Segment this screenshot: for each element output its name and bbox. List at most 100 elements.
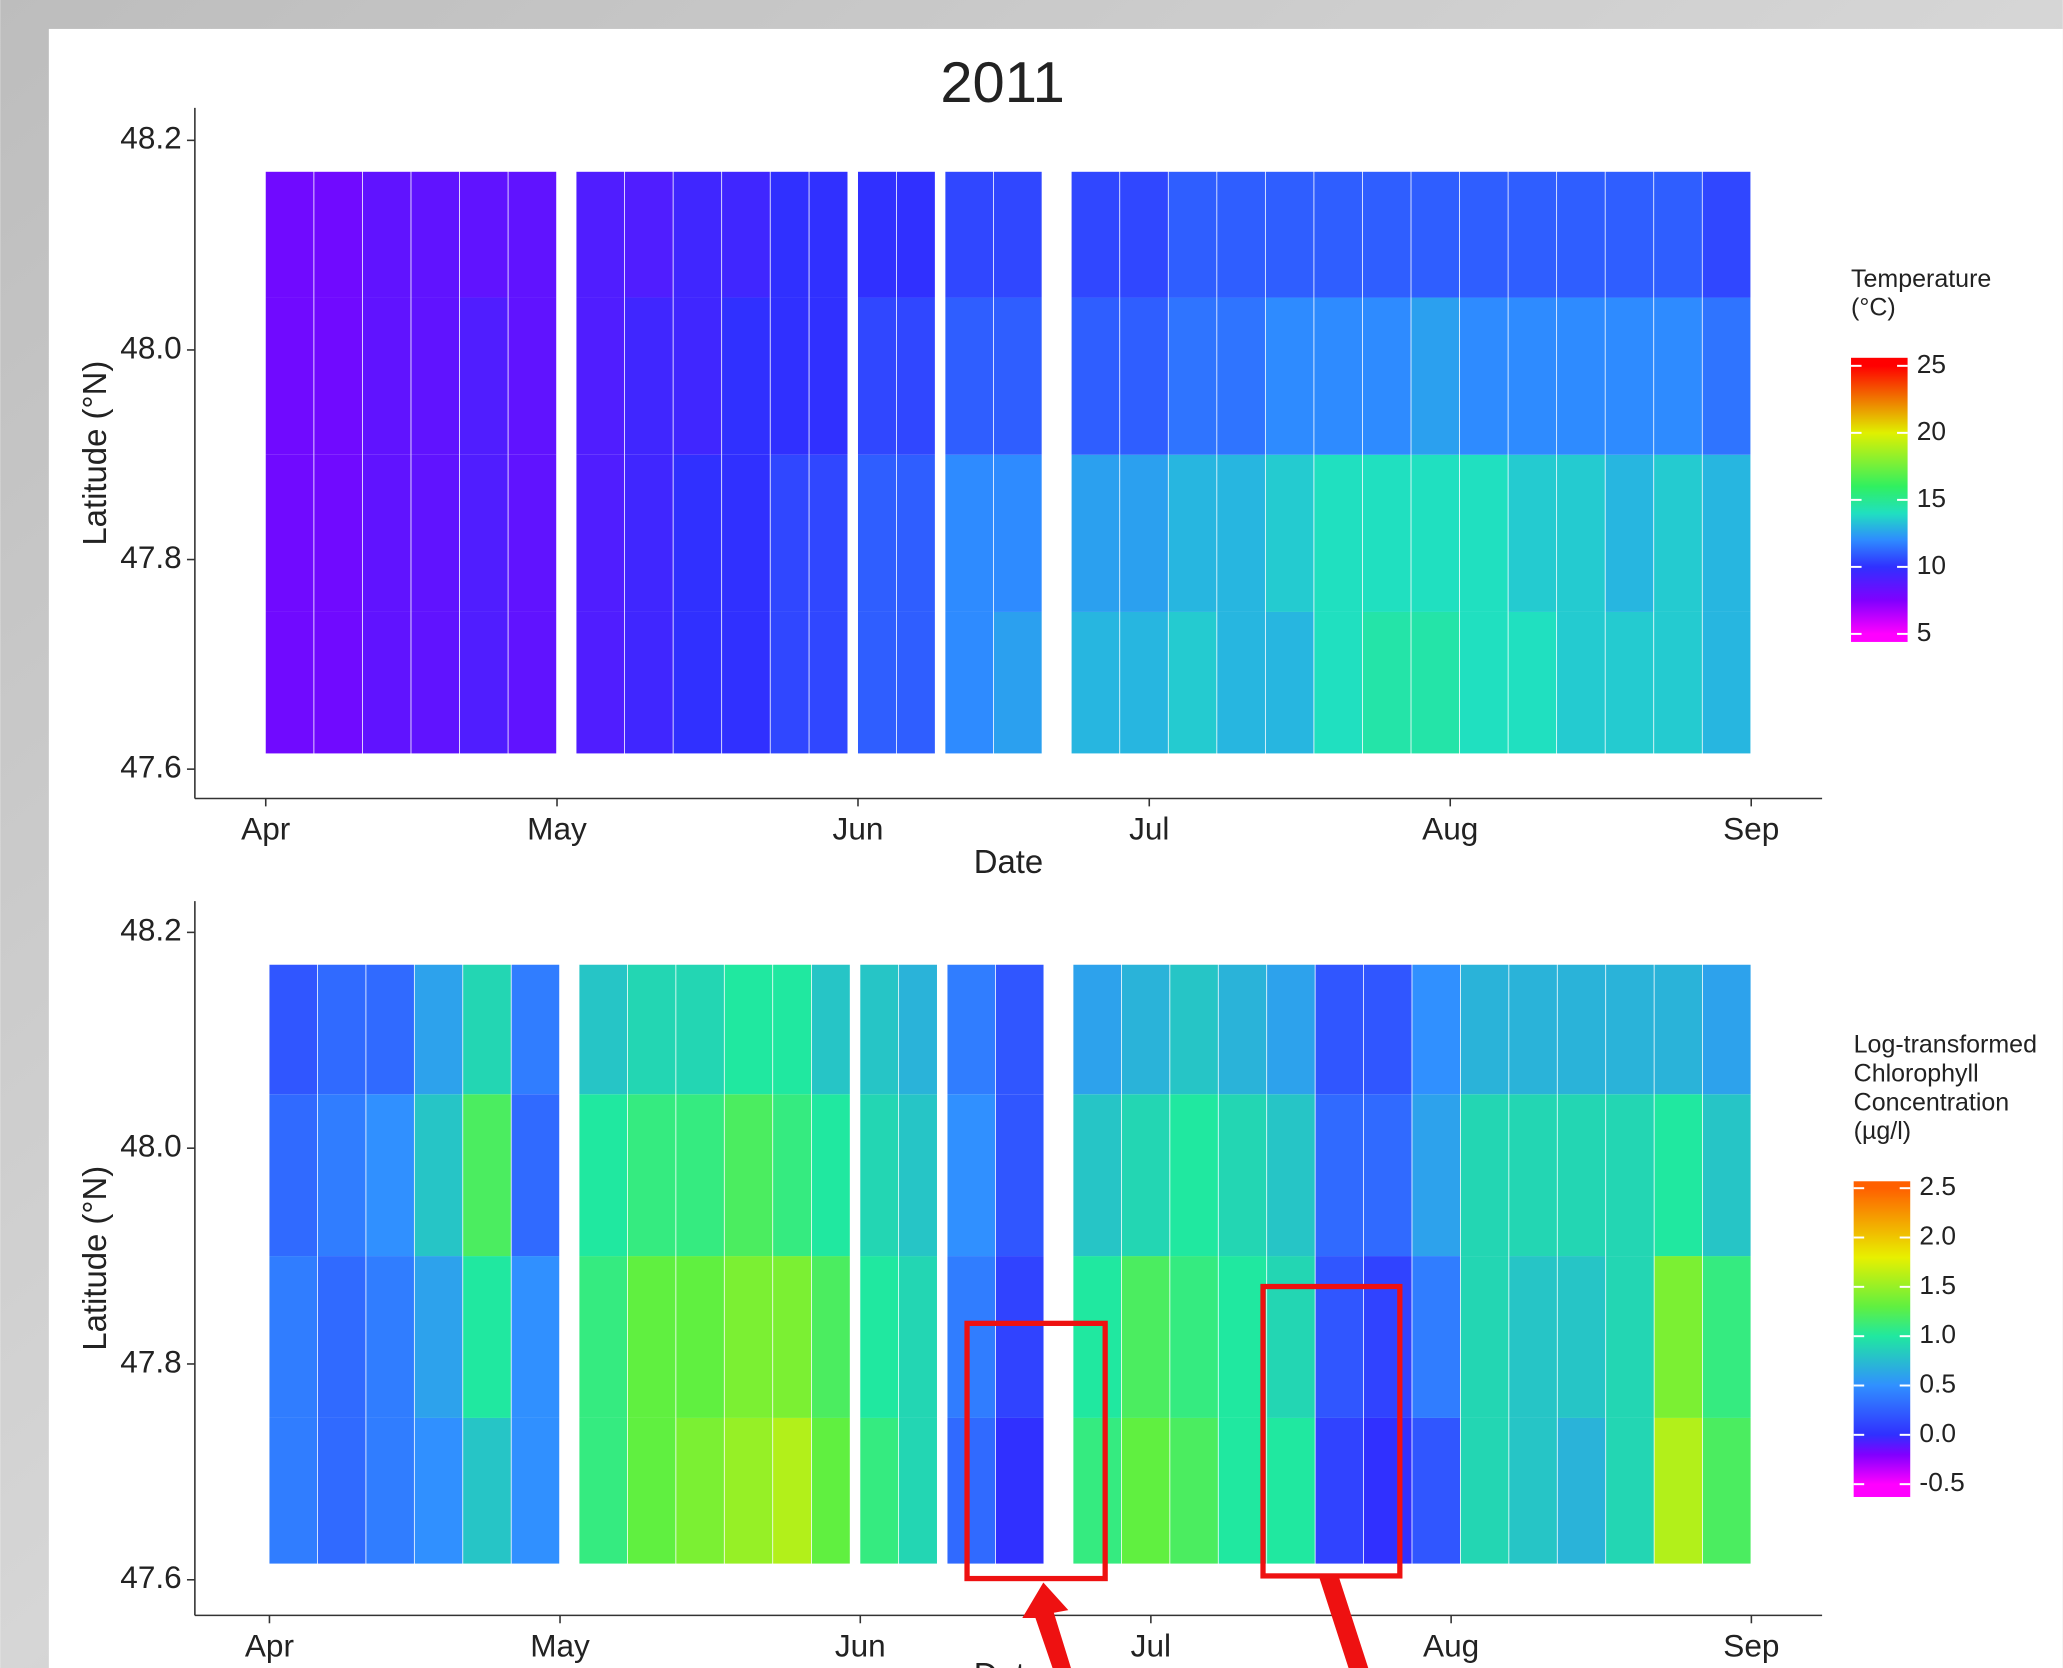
heatmap-cell [1703, 455, 1751, 612]
colorbar-tick-label: -0.5 [1919, 1467, 1964, 1497]
heatmap-cell [1411, 298, 1459, 455]
heatmap-cell [674, 612, 722, 753]
heatmap-cell [363, 455, 411, 612]
heatmap-cell [773, 1256, 811, 1418]
heatmap-cell [996, 965, 1044, 1094]
heatmap-cell [314, 298, 362, 455]
heatmap-cell [773, 1094, 811, 1256]
heatmap-cell [897, 612, 935, 753]
chart: 2011 47.647.848.048.2AprMayJunJulAugSepD… [0, 0, 2063, 1668]
heatmap-cell [1461, 1418, 1509, 1564]
heatmap-cell [1703, 1094, 1751, 1256]
heatmap-cell [1120, 172, 1168, 298]
x-tick-label: Aug [1422, 811, 1478, 847]
heatmap-cell [1072, 455, 1120, 612]
heatmap-cell [266, 172, 314, 298]
heatmap-cell [1654, 172, 1702, 298]
heatmap-cell [1266, 612, 1314, 753]
heatmap-cell [625, 172, 673, 298]
x-axis-label: Date [974, 843, 1043, 880]
x-tick-label: May [527, 811, 587, 847]
heatmap-cell [269, 1418, 317, 1564]
heatmap-cell [1703, 172, 1751, 298]
heatmap-cell [1217, 612, 1265, 753]
heatmap-cell [771, 612, 809, 753]
x-tick-label: Jul [1129, 811, 1169, 847]
heatmap-cell [1508, 455, 1556, 612]
heatmap-cell [1460, 298, 1508, 455]
heatmap-cell [366, 965, 414, 1094]
heatmap-cell [460, 455, 508, 612]
x-tick-label: Jul [1131, 1628, 1171, 1664]
heatmap-cell [676, 1094, 724, 1256]
heatmap-cells [266, 172, 1751, 754]
heatmap-cell [579, 1418, 627, 1564]
heatmap-cell [579, 965, 627, 1094]
heatmap-cell [947, 1094, 995, 1256]
heatmap-cell [1363, 172, 1411, 298]
heatmap-cell [773, 965, 811, 1094]
heatmap-cell [363, 612, 411, 753]
heatmap-cell [1267, 965, 1315, 1094]
heatmap-cell [674, 298, 722, 455]
heatmap-cell [508, 298, 556, 455]
heatmap-cell [1606, 1418, 1654, 1564]
heatmap-cell [674, 172, 722, 298]
heatmap-cell [996, 1094, 1044, 1256]
heatmap-cell [1073, 1094, 1121, 1256]
heatmap-cell [1461, 965, 1509, 1094]
heatmap-cell [415, 1418, 463, 1564]
heatmap-cell [1412, 1418, 1460, 1564]
heatmap-cell [1364, 1256, 1412, 1418]
heatmap-cell [1314, 298, 1362, 455]
heatmap-cell [1169, 612, 1217, 753]
heatmap-cell [676, 965, 724, 1094]
heatmap-cell [676, 1418, 724, 1564]
heatmap-cell [1267, 1094, 1315, 1256]
heatmap-cell [318, 1418, 366, 1564]
heatmap-cell [1219, 1256, 1267, 1418]
heatmap-cell [366, 1094, 414, 1256]
y-tick-label: 48.2 [120, 912, 181, 948]
heatmap-cell [773, 1418, 811, 1564]
heatmap-cell [1412, 1256, 1460, 1418]
heatmap-cell [1169, 298, 1217, 455]
heatmap-cell [415, 965, 463, 1094]
heatmap-cell [1508, 172, 1556, 298]
heatmap-cell [1363, 455, 1411, 612]
heatmap-cell [1266, 455, 1314, 612]
heatmap-cell [1655, 965, 1703, 1094]
heatmap-cell [994, 298, 1042, 455]
colorbar-tick-label: 5 [1917, 617, 1932, 647]
heatmap-cell [269, 1094, 317, 1256]
heatmap-cell [1073, 965, 1121, 1094]
heatmap-cell [812, 965, 850, 1094]
heatmap-cell [1557, 298, 1605, 455]
heatmap-cell [1703, 298, 1751, 455]
colorbar-tick-label: 25 [1917, 349, 1946, 379]
heatmap-cell [1120, 298, 1168, 455]
colorbar-tick-label: 15 [1917, 483, 1946, 513]
heatmap-cell [463, 1256, 511, 1418]
heatmap-cell [1558, 1256, 1606, 1418]
heatmap-cell [1266, 298, 1314, 455]
heatmap-cell [860, 965, 898, 1094]
y-tick-label: 47.6 [120, 748, 181, 784]
heatmap-cell [314, 172, 362, 298]
heatmap-cell [1122, 965, 1170, 1094]
heatmap-cell [1122, 1418, 1170, 1564]
heatmap-cell [1461, 1256, 1509, 1418]
heatmap-cell [771, 298, 809, 455]
legend-title: (µg/l) [1854, 1117, 1911, 1145]
heatmap-cell [1122, 1094, 1170, 1256]
heatmap-cell [1314, 172, 1362, 298]
heatmap-cell [579, 1094, 627, 1256]
heatmap-cell [858, 298, 896, 455]
heatmap-cell [899, 1418, 937, 1564]
heatmap-cell [411, 172, 459, 298]
heatmap-cell [1412, 1094, 1460, 1256]
heatmap-cell [945, 455, 993, 612]
heatmap-cell [625, 455, 673, 612]
heatmap-cell [1170, 1256, 1218, 1418]
heatmap-cell [1558, 965, 1606, 1094]
